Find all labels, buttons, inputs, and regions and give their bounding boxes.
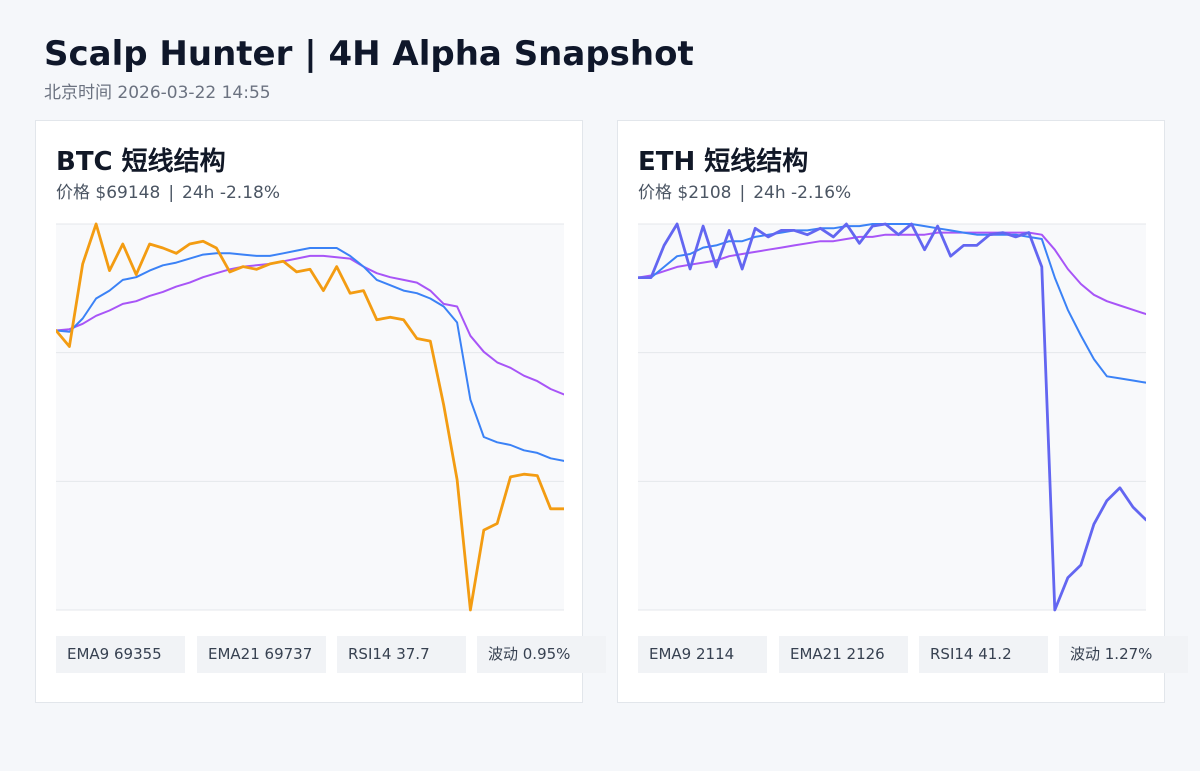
ema9-series-line: [56, 247, 564, 462]
panel-info: 价格 $69148 | 24h -2.18%: [56, 178, 280, 203]
stat-rsi14: RSI14 37.7: [337, 636, 466, 673]
stat-volatility: 波动 0.95%: [477, 636, 606, 673]
stat-row: EMA9 2114 EMA21 2126 RSI14 41.2 波动 1.27%: [638, 636, 1198, 673]
stat-rsi14: RSI14 41.2: [919, 636, 1048, 673]
stat-row: EMA9 69355 EMA21 69737 RSI14 37.7 波动 0.9…: [56, 636, 616, 673]
ema21-series-line: [56, 254, 564, 396]
panel-title: ETH 短线结构: [638, 147, 809, 177]
price-label: 价格 $2108: [638, 183, 732, 203]
separator: |: [739, 183, 746, 203]
stat-ema21: EMA21 69737: [197, 636, 326, 673]
btc-chart: [56, 222, 564, 612]
stat-ema9: EMA9 69355: [56, 636, 185, 673]
eth-panel: ETH 短线结构 价格 $2108 | 24h -2.16% EMA9 2114 E…: [617, 120, 1188, 703]
stat-ema21: EMA21 2126: [779, 636, 908, 673]
change-label: 24h -2.18%: [182, 183, 280, 203]
stat-ema9: EMA9 2114: [638, 636, 767, 673]
page-subtitle: 北京时间 2026-03-22 14:55: [44, 83, 271, 103]
panel-info: 价格 $2108 | 24h -2.16%: [638, 178, 851, 203]
price-series-line: [56, 222, 564, 612]
panel-title: BTC 短线结构: [56, 147, 226, 177]
plot-background: [56, 224, 564, 610]
ema21-series-line: [638, 231, 1146, 316]
plot-background: [638, 224, 1146, 610]
separator: |: [168, 183, 175, 203]
stat-volatility: 波动 1.27%: [1059, 636, 1188, 673]
price-series-line: [638, 222, 1146, 612]
ema9-series-line: [638, 223, 1146, 384]
page-title: Scalp Hunter | 4H Alpha Snapshot: [44, 34, 694, 74]
price-label: 价格 $69148: [56, 183, 161, 203]
btc-panel: BTC 短线结构 价格 $69148 | 24h -2.18% EMA9 69355…: [35, 120, 606, 703]
eth-chart: [638, 222, 1146, 612]
change-label: 24h -2.16%: [753, 183, 852, 203]
